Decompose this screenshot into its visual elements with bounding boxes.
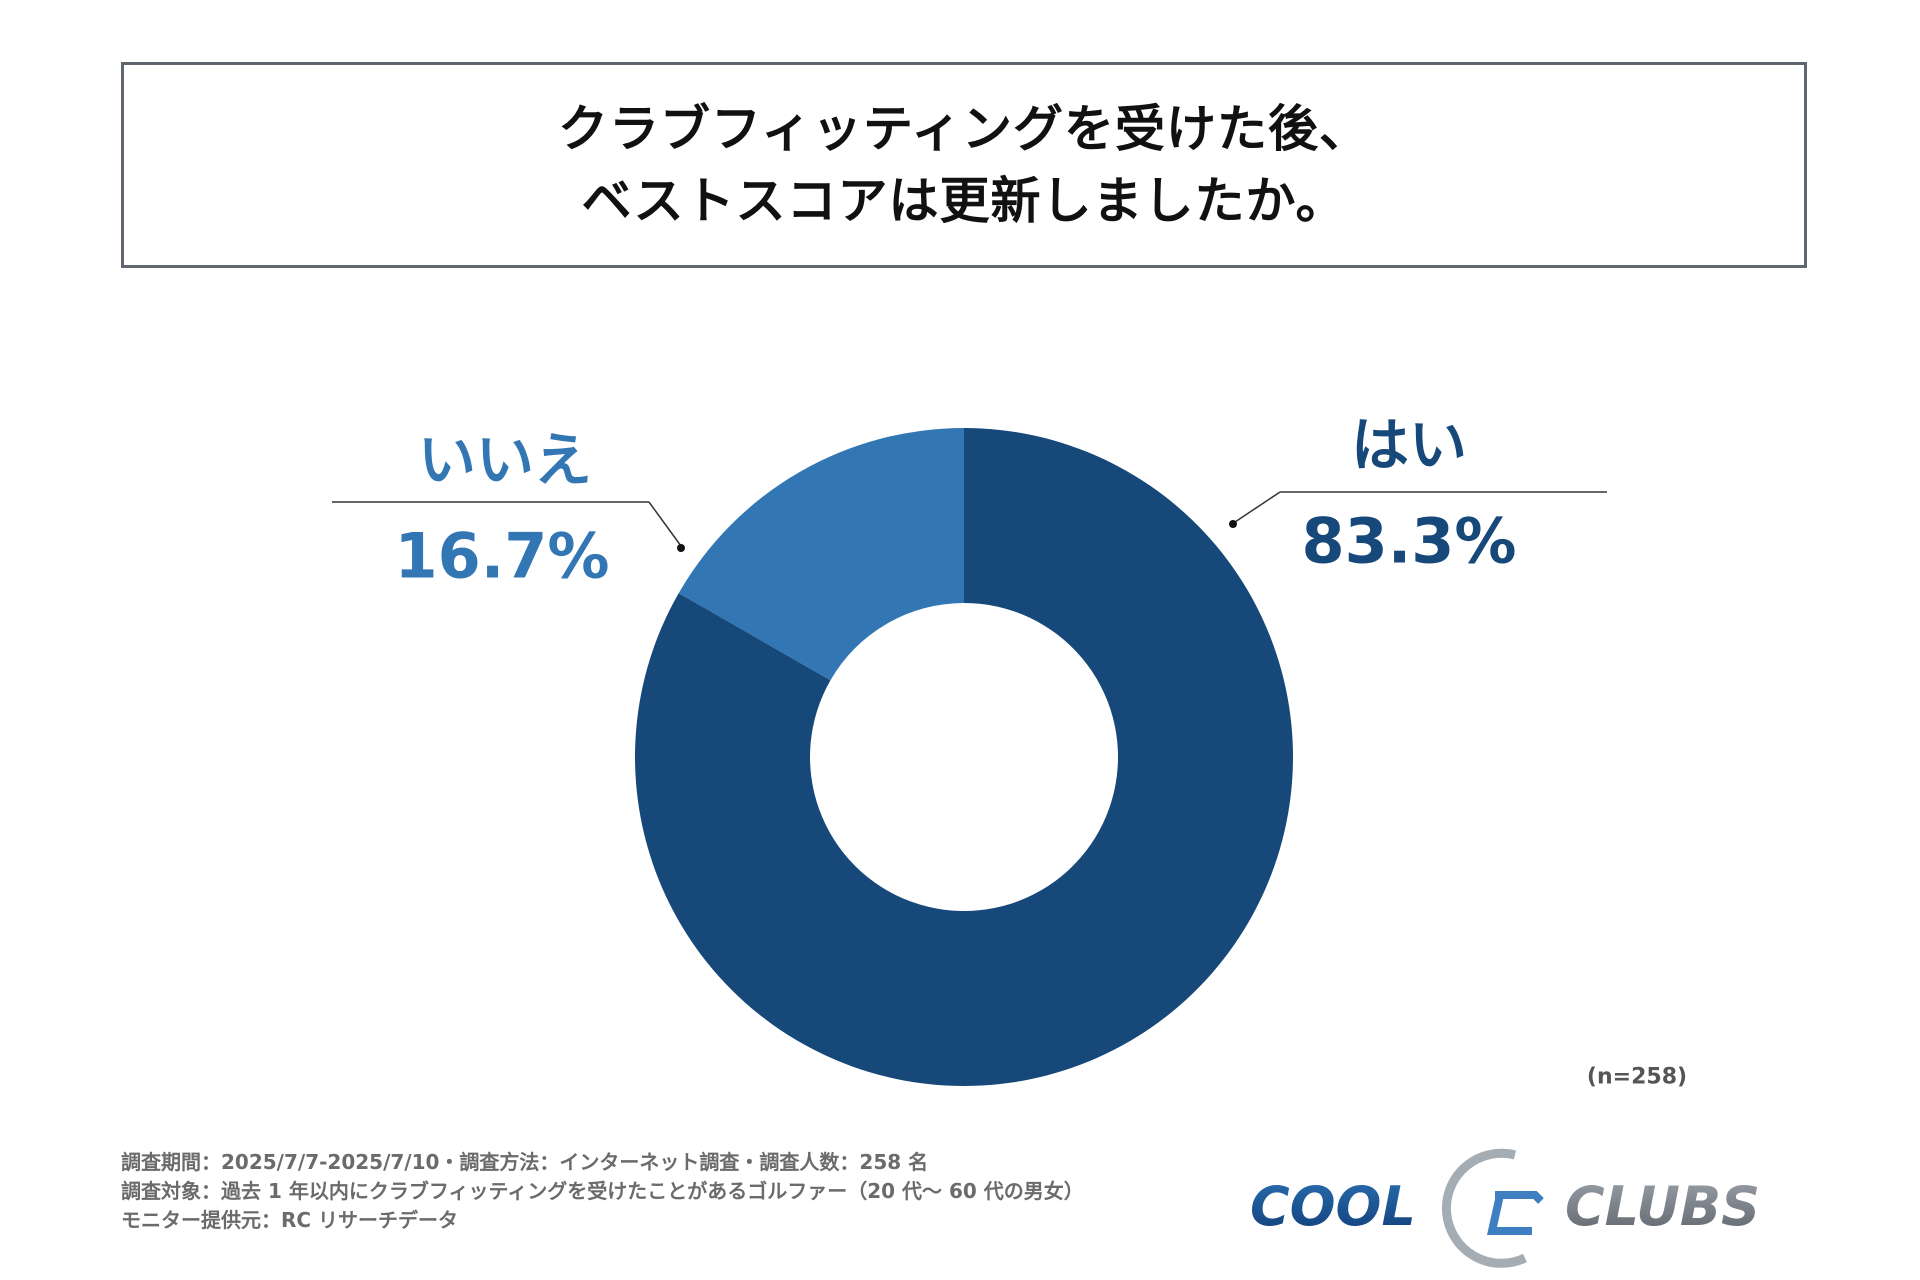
leader-dot-yes bbox=[1229, 520, 1237, 528]
footer-survey-target: 調査対象：過去 1 年以内にクラブフィッティングを受けたことがあるゴルファー（2… bbox=[121, 1179, 1084, 1203]
leader-dot-no bbox=[677, 544, 685, 552]
footer-monitor-source: モニター提供元：RC リサーチデータ bbox=[121, 1208, 459, 1232]
data-label-yes: 83.3% bbox=[1301, 504, 1517, 578]
logo-text-cool: COOL bbox=[1250, 1175, 1416, 1238]
donut-slice-yes bbox=[635, 428, 1294, 1086]
category-label-no: いいえ bbox=[417, 426, 593, 494]
logo-text-clubs: CLUBS bbox=[1565, 1175, 1760, 1238]
donut-slice-no bbox=[678, 428, 964, 681]
chart-title-line2: ベストスコアは更新しましたか。 bbox=[581, 172, 1347, 230]
footer-survey-period: 調査期間：2025/7/7-2025/7/10・調査方法：インターネット調査・調… bbox=[121, 1150, 929, 1174]
leader-line-yes-diag bbox=[1234, 491, 1281, 523]
category-label-yes: はい bbox=[1350, 411, 1468, 479]
leader-line-no-diag bbox=[648, 501, 682, 547]
chart-title-box: クラブフィッティングを受けた後、 ベストスコアは更新しましたか。 bbox=[121, 62, 1807, 268]
chart-title-line1: クラブフィッティングを受けた後、 bbox=[558, 100, 1370, 158]
sample-size: (n=258) bbox=[1586, 1064, 1688, 1090]
cool-clubs-logo: COOL CLUBS bbox=[1250, 1148, 1760, 1268]
data-label-no: 16.7% bbox=[394, 519, 610, 593]
